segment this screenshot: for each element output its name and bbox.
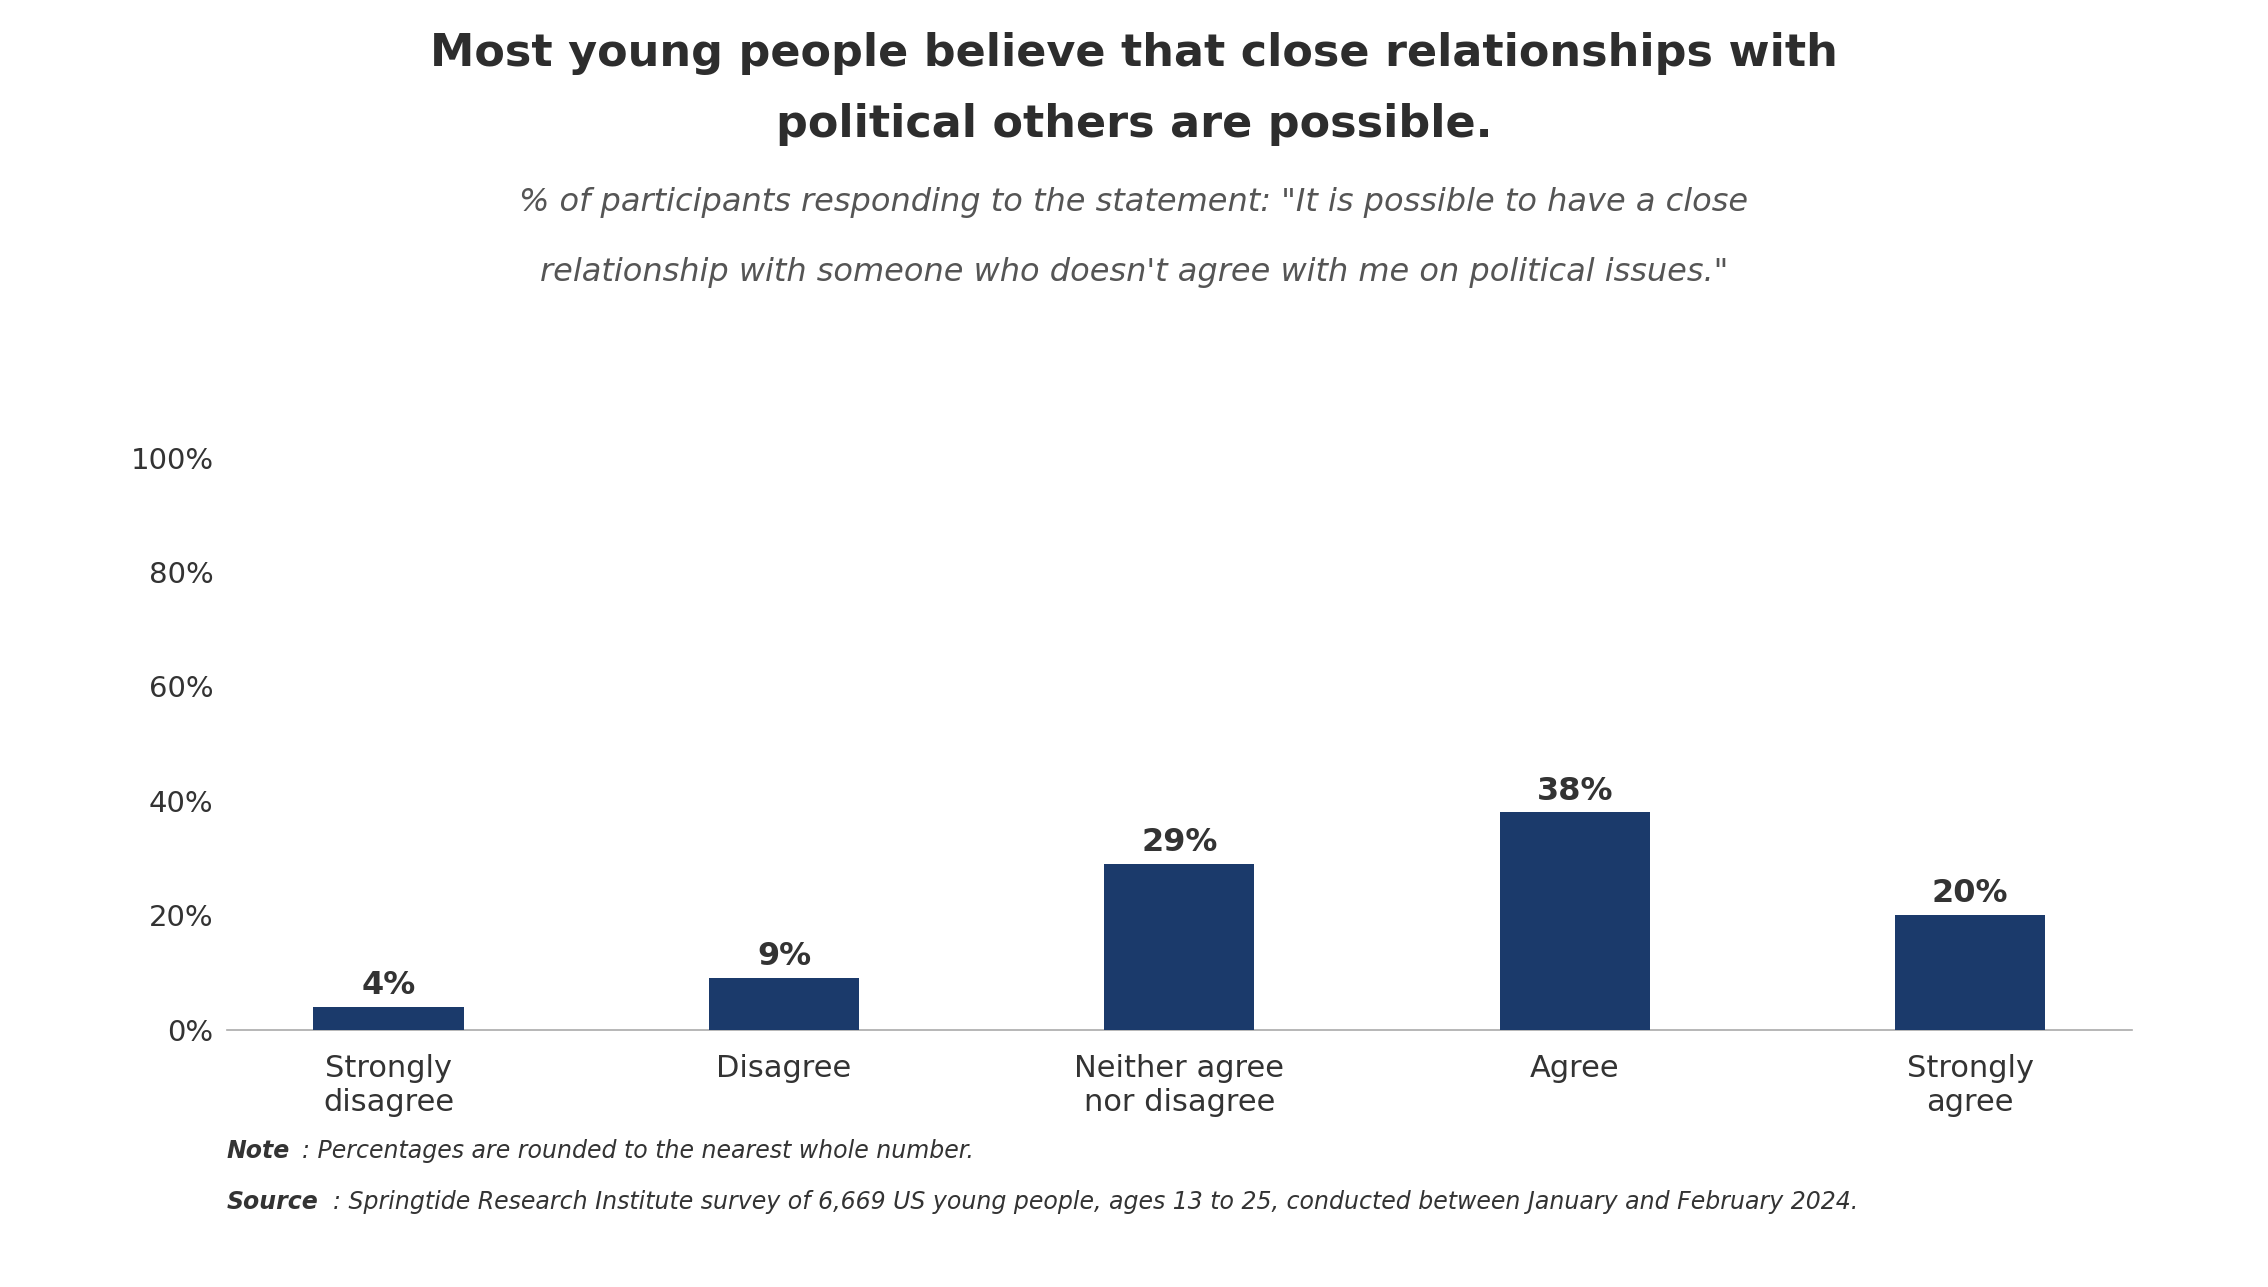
Bar [1105,864,1254,1030]
Bar [710,978,860,1030]
Text: political others are possible.: political others are possible. [776,103,1492,145]
Text: Source: Source [227,1190,318,1215]
Text: % of participants responding to the statement: "It is possible to have a close: % of participants responding to the stat… [519,187,1749,218]
Text: 38%: 38% [1535,776,1613,807]
Text: relationship with someone who doesn't agree with me on political issues.": relationship with someone who doesn't ag… [540,257,1728,288]
Text: 29%: 29% [1141,828,1218,858]
Text: 20%: 20% [1932,879,2009,910]
Text: Note: Note [227,1139,290,1163]
Text: Most young people believe that close relationships with: Most young people believe that close rel… [431,32,1837,75]
Bar [313,1006,463,1030]
Bar [1499,812,1649,1030]
Text: : Percentages are rounded to the nearest whole number.: : Percentages are rounded to the nearest… [302,1139,973,1163]
Text: 4%: 4% [361,970,415,1001]
Text: 9%: 9% [758,941,812,973]
Text: : Springtide Research Institute survey of 6,669 US young people, ages 13 to 25, : : Springtide Research Institute survey o… [333,1190,1860,1215]
Bar [1896,915,2046,1030]
